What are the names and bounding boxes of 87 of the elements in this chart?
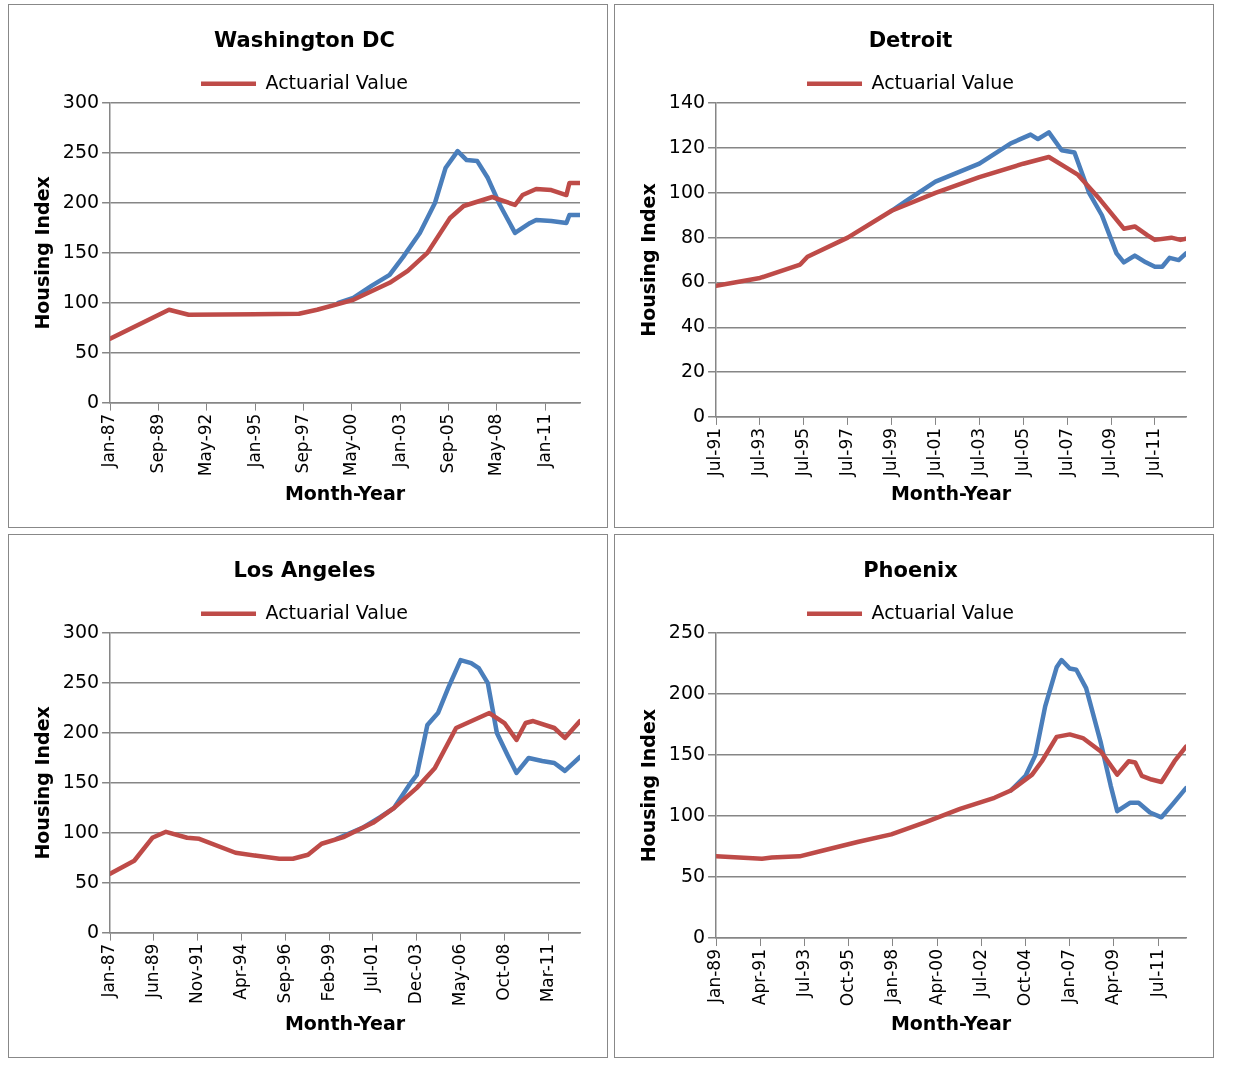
y-axis-title: Housing Index: [637, 183, 660, 337]
x-tick-label: Jan-87: [98, 413, 119, 469]
x-tick-label: Nov-91: [186, 943, 207, 1005]
y-tick-label: 0: [692, 924, 706, 947]
y-tick-label: 100: [668, 179, 706, 202]
chart-title: Detroit: [868, 28, 953, 53]
x-tick-label: Oct-95: [837, 949, 858, 1007]
x-tick-label: Jan-11: [533, 413, 554, 469]
y-tick-label: 100: [62, 289, 100, 312]
x-tick-label: May-08: [485, 413, 506, 477]
y-tick-label: 300: [62, 90, 100, 113]
x-tick-label: Oct-04: [1013, 949, 1034, 1007]
y-tick-label: 200: [668, 681, 706, 704]
x-tick-label: Jan-98: [881, 949, 902, 1005]
y-tick-label: 0: [86, 389, 100, 412]
y-tick-label: 250: [62, 670, 100, 693]
y-tick-label: 140: [668, 90, 706, 113]
x-tick-label: Jul-09: [1099, 427, 1120, 478]
x-tick-label: Sep-89: [146, 413, 167, 474]
x-tick-label: Jan-87: [98, 943, 119, 999]
y-tick-label: 0: [86, 919, 100, 942]
x-tick-label: Jul-95: [792, 427, 813, 478]
y-tick-label: 0: [692, 403, 706, 426]
x-tick-label: Apr-94: [229, 943, 250, 1000]
x-tick-label: Jul-11: [1146, 949, 1167, 999]
x-tick-label: Jul-97: [836, 427, 857, 478]
x-tick-label: Jul-02: [969, 949, 990, 999]
y-tick-label: 50: [74, 339, 100, 362]
y-tick-label: 250: [62, 140, 100, 163]
y-tick-label: 60: [680, 269, 706, 292]
x-axis-title: Month-Year: [890, 1011, 1012, 1034]
x-tick-label: Sep-96: [273, 943, 294, 1004]
x-tick-label: Jul-91: [704, 427, 725, 478]
x-axis-title: Month-Year: [284, 1011, 406, 1034]
legend-label: Actuarial Value: [265, 70, 408, 93]
y-tick-label: 300: [62, 620, 100, 643]
x-tick-label: Jan-89: [704, 949, 725, 1005]
legend-label: Actuarial Value: [871, 70, 1014, 93]
y-axis-title: Housing Index: [637, 708, 660, 863]
x-tick-label: Jan-03: [388, 413, 409, 469]
x-tick-label: Jul-07: [1055, 427, 1076, 478]
x-tick-label: Sep-97: [291, 413, 312, 474]
y-tick-label: 100: [62, 819, 100, 842]
y-tick-label: 150: [668, 742, 706, 765]
x-tick-label: Jul-93: [792, 949, 813, 999]
x-tick-label: Mar-11: [536, 943, 557, 1003]
x-tick-label: May-92: [195, 413, 216, 477]
x-tick-label: Jul-01: [361, 943, 382, 993]
y-tick-label: 120: [668, 134, 706, 157]
y-tick-label: 80: [680, 224, 706, 247]
chart-title: Washington DC: [214, 28, 395, 53]
x-tick-label: Apr-09: [1102, 949, 1123, 1006]
x-tick-label: Jul-01: [923, 427, 944, 478]
x-tick-label: May-06: [449, 943, 470, 1007]
x-axis-title: Month-Year: [890, 481, 1012, 504]
x-tick-label: May-00: [340, 413, 361, 477]
chart-title: Los Angeles: [233, 558, 376, 583]
x-tick-label: Apr-00: [925, 949, 946, 1006]
x-tick-label: Jul-11: [1143, 427, 1164, 478]
x-axis-title: Month-Year: [284, 481, 406, 504]
x-tick-label: Jun-89: [142, 943, 163, 999]
y-tick-label: 200: [62, 719, 100, 742]
y-tick-label: 150: [62, 769, 100, 792]
y-tick-label: 100: [668, 803, 706, 826]
legend-label: Actuarial Value: [871, 600, 1014, 623]
chart-title: Phoenix: [863, 558, 959, 583]
x-tick-label: Jul-93: [748, 427, 769, 478]
y-tick-label: 40: [680, 314, 706, 337]
y-tick-label: 50: [74, 869, 100, 892]
y-axis-title: Housing Index: [31, 176, 54, 330]
y-tick-label: 200: [62, 189, 100, 212]
x-tick-label: Jul-05: [1011, 427, 1032, 478]
y-tick-label: 50: [680, 864, 706, 887]
x-tick-label: Jul-03: [967, 427, 988, 478]
y-tick-label: 20: [680, 359, 706, 382]
y-tick-label: 250: [668, 620, 706, 643]
x-tick-label: Jan-95: [243, 413, 264, 469]
x-tick-label: Jan-07: [1058, 949, 1079, 1005]
y-tick-label: 150: [62, 239, 100, 262]
x-tick-label: Jul-99: [880, 427, 901, 478]
x-tick-label: Oct-08: [492, 943, 513, 1001]
x-tick-label: Dec-03: [405, 943, 426, 1005]
x-tick-label: Sep-05: [436, 413, 457, 474]
y-axis-title: Housing Index: [31, 706, 54, 860]
x-tick-label: Feb-99: [317, 943, 338, 1002]
legend-label: Actuarial Value: [265, 600, 408, 623]
x-tick-label: Apr-91: [748, 949, 769, 1006]
